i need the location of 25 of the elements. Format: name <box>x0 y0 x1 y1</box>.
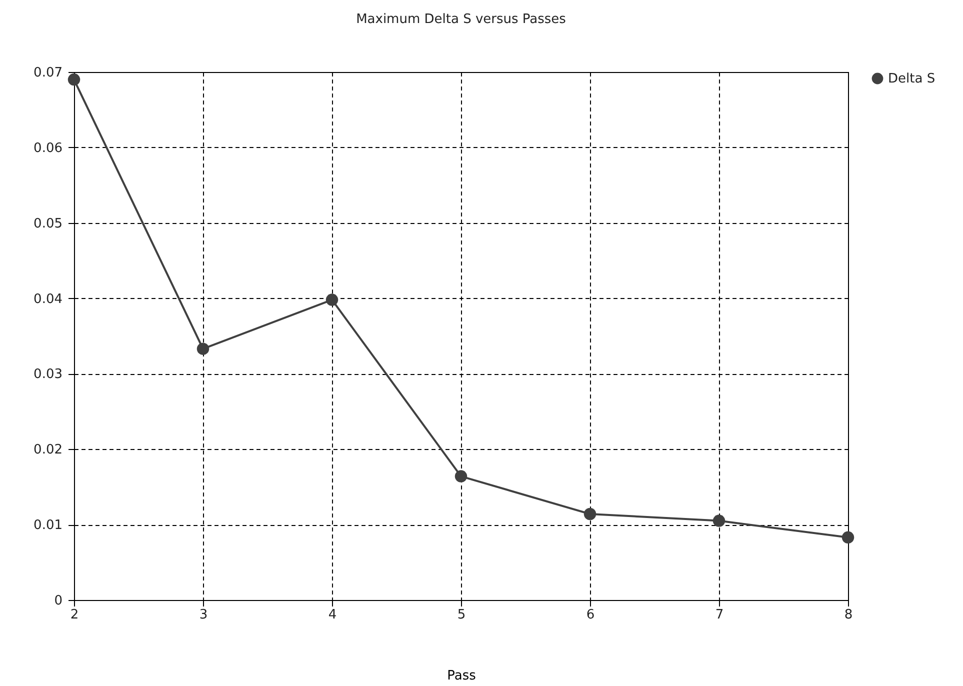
y-tick-label: 0.06 <box>34 140 62 156</box>
x-tick-label: 6 <box>586 608 595 622</box>
point <box>842 531 854 544</box>
point <box>68 73 80 86</box>
x-tick-label: 4 <box>328 608 337 622</box>
x-axis-title: Pass <box>447 668 476 684</box>
y-tick-label: 0 <box>54 594 62 608</box>
point <box>584 508 596 520</box>
x-tick-label: 7 <box>715 608 724 622</box>
point <box>454 470 468 482</box>
y-tick-label: 0.05 <box>34 216 62 232</box>
y-tick-label: 0.02 <box>34 442 62 458</box>
point <box>712 514 726 527</box>
legend-label: Delta S <box>888 72 936 86</box>
point <box>196 342 210 355</box>
y-tick-label: 0.04 <box>34 292 62 307</box>
y-tick-label: 0.07 <box>34 66 62 80</box>
chart-title: Maximum Delta S versus Passes <box>356 12 566 27</box>
y-tick-label: 0.03 <box>34 367 62 382</box>
point <box>326 294 338 306</box>
x-tick-label: 5 <box>457 608 466 622</box>
y-tick-label: 0.01 <box>34 518 62 534</box>
x-tick-label: 3 <box>199 608 208 622</box>
x-tick-label: 8 <box>844 608 853 622</box>
x-tick-label: 2 <box>70 608 79 622</box>
